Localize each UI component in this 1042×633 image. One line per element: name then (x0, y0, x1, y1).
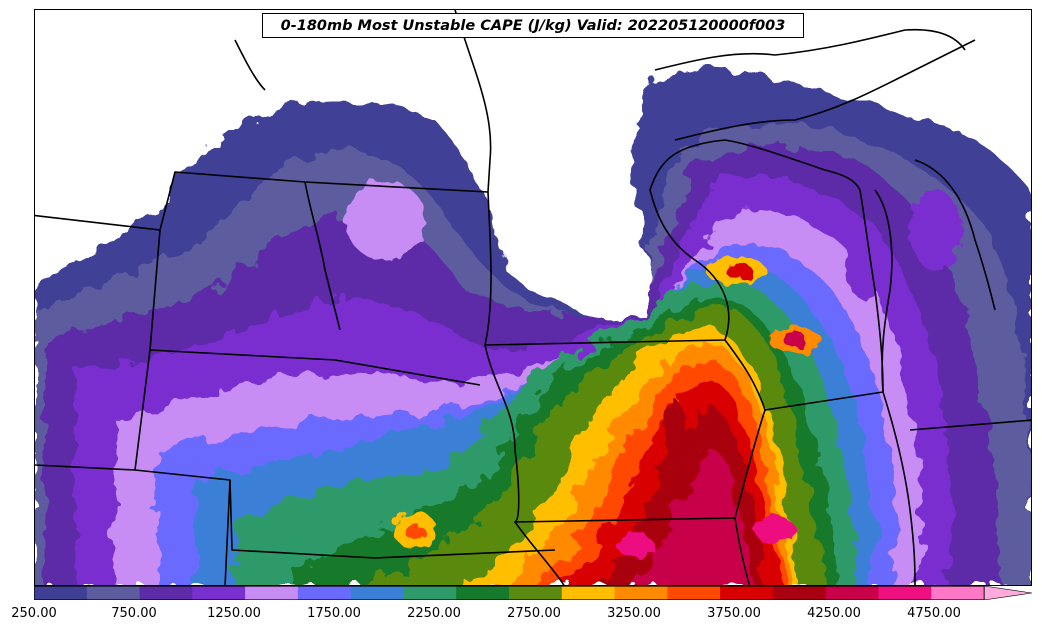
colorbar-segment (192, 586, 246, 600)
illinois-west (734, 517, 751, 585)
michigan-up (674, 39, 976, 141)
indiana-line (909, 419, 1031, 431)
colorbar-tick-label: 3250.00 (607, 606, 661, 621)
colorbar-segment (931, 586, 985, 600)
state-line-3 (35, 464, 136, 471)
map-panel (34, 9, 1032, 586)
colorbar-segment (667, 586, 721, 600)
colorbar-segment (34, 586, 88, 600)
chart-title: 0-180mb Most Unstable CAPE (J/kg) Valid:… (262, 13, 804, 38)
colorbar-segment (825, 586, 880, 600)
colorbar-tick-label: 4250.00 (807, 606, 861, 621)
state-line-1 (149, 349, 481, 386)
colorbar-segment (772, 586, 827, 600)
patch (845, 220, 885, 300)
colorbar-extend-arrow (983, 586, 1033, 600)
colorbar (34, 586, 1033, 600)
colorbar-segment (403, 586, 457, 600)
colorbar-tick-label: 2750.00 (507, 606, 561, 621)
colorbar-segment (86, 586, 141, 600)
patch (755, 516, 795, 544)
colorbar-tick-label: 3750.00 (707, 606, 761, 621)
colorbar-tick-label: 4750.00 (907, 606, 961, 621)
patch (375, 426, 455, 474)
patch (405, 524, 425, 540)
patch (783, 333, 807, 347)
missouri-line (514, 521, 565, 585)
patch (665, 400, 685, 460)
patch (909, 190, 961, 270)
colorbar-segment (297, 586, 352, 600)
colorbar-segment (350, 586, 405, 600)
state-line-4 (224, 479, 231, 585)
colorbar-segment (561, 586, 616, 600)
intl-border (35, 10, 492, 231)
colorbar-segment (614, 586, 668, 600)
lake-superior (654, 28, 966, 71)
colorbar-tick-label: 1250.00 (207, 606, 261, 621)
colorbar-segment (456, 586, 510, 600)
colorbar-segment (878, 586, 932, 600)
lake-winnipeg (234, 39, 266, 91)
patch (726, 265, 754, 279)
illinois (764, 391, 916, 585)
colorbar-segment (139, 586, 193, 600)
colorbar-outline (34, 586, 985, 600)
cape-map (35, 10, 1031, 585)
colorbar-tick-label: 250.00 (11, 606, 57, 621)
cape-patches (345, 180, 961, 557)
white-gap (480, 10, 648, 321)
wisconsin (724, 139, 884, 393)
colorbar-tick-label: 750.00 (111, 606, 157, 621)
lake-huron (914, 159, 996, 311)
colorbar-tick-label: 1750.00 (307, 606, 361, 621)
political-boundaries (35, 10, 1031, 585)
minnesota-east (484, 139, 730, 346)
colorbar-segment (720, 586, 774, 600)
patch (345, 180, 425, 260)
red-river (304, 181, 341, 331)
colorbar-tick-label: 2250.00 (407, 606, 461, 621)
patch (617, 533, 653, 557)
lake-michigan (874, 189, 893, 393)
colorbar-segment (245, 586, 299, 600)
white-gap-nw (35, 10, 265, 220)
colorbar-segment (509, 586, 563, 600)
